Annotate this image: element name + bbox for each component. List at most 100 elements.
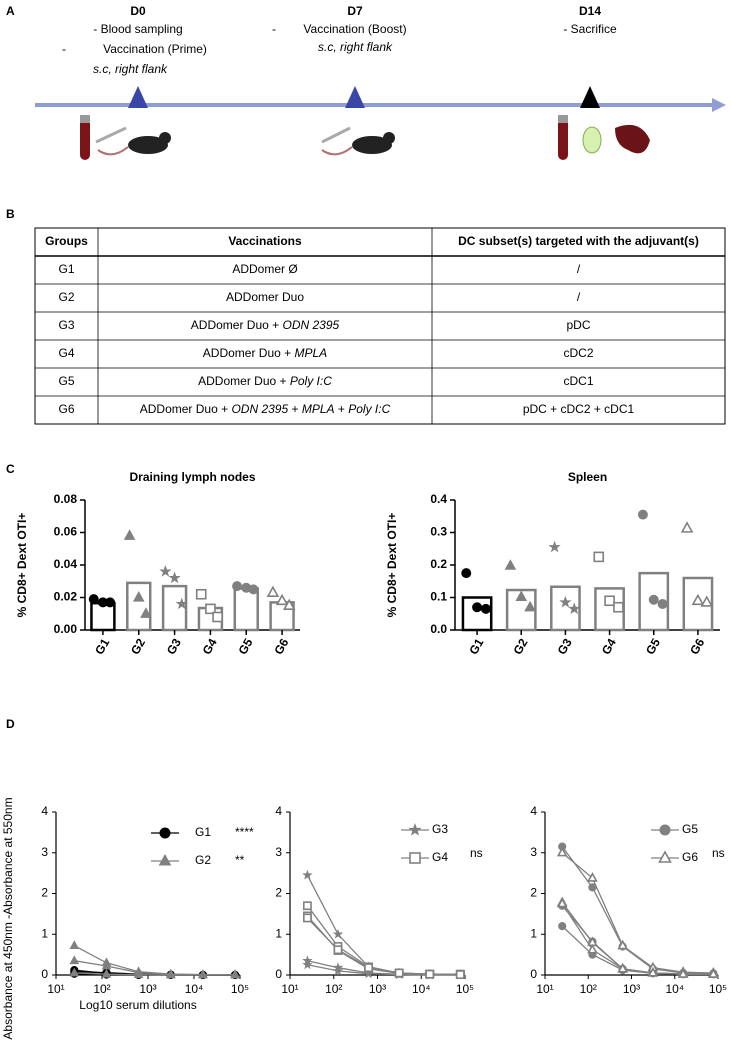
y-axis-title: % CD8+ Dext OTI+ [15,513,29,618]
marker [88,594,99,605]
tube-cap [558,115,568,123]
syringe [321,126,351,144]
legend-marker [408,822,422,836]
y-tick-label: 0.3 [430,525,447,539]
marker [648,594,659,605]
y-tick-label: 1 [275,926,282,940]
marker [168,571,181,584]
mouse-tail [97,146,129,156]
marker [593,551,605,563]
event: Vaccination (Prime) [103,42,207,56]
icons-d0 [80,115,171,160]
cell-part: ADDomer Duo + [198,374,290,388]
table-cell: G2 [58,290,74,304]
marker [617,939,628,950]
marker [587,872,598,882]
legend-marker [158,853,172,866]
y-tick-label: 1 [41,926,48,940]
marker [333,945,343,955]
marker [691,593,705,606]
timepoint-marker [128,86,148,108]
legend-marker [159,827,171,839]
marker [332,928,344,939]
x-tick-label: G6 [687,636,707,657]
series-line [307,964,461,976]
blood-tube [558,118,568,160]
x-tick-label: G2 [510,636,530,657]
marker [364,963,373,973]
x-tick-label: G5 [643,636,663,657]
marker [700,595,714,607]
bar [161,584,188,632]
x-tick-label: G4 [599,636,619,657]
x-tick-label: 10⁴ [412,982,431,996]
marker [69,967,80,977]
route: s.c, right flank [93,62,168,76]
y-tick-label: 3 [41,845,48,859]
marker [568,602,581,615]
table-cell: G3 [58,318,74,332]
table-cell: G6 [58,402,74,416]
table-header: Vaccinations [228,234,302,248]
cell-part: ODN 2395 [283,318,340,332]
marker [556,846,568,857]
marker [524,600,536,612]
x-tick-label: 10² [580,982,597,996]
marker [604,595,615,607]
legend-label: G6 [682,850,698,864]
panel-label: C [6,462,15,476]
mouse-head [159,132,171,144]
marker [266,585,280,598]
legend-significance: ns [470,846,483,860]
marker [140,607,152,618]
legend-label: G2 [195,853,211,867]
day-label: D0 [130,4,146,18]
x-tick-label: 10⁴ [665,982,684,996]
legend-label: G5 [682,822,698,836]
marker [230,969,240,979]
x-tick-label: G3 [164,636,184,657]
x-tick-label: 10⁵ [709,982,727,996]
marker [708,968,719,978]
event: Vaccination (Boost) [303,22,406,36]
cell-part: ADDomer Duo + [203,346,295,360]
y-tick-label: 0.0 [430,622,447,636]
lymph-node [582,126,602,154]
marker [159,564,172,577]
series-line [561,846,714,975]
table-cell: pDC + cDC2 + cDC1 [523,402,635,416]
marker [303,913,312,923]
marker [105,597,116,608]
panel-label: A [6,4,15,18]
marker [461,568,472,579]
mouse [352,136,392,154]
marker [613,601,624,613]
series-line [306,917,461,976]
spleen [615,124,650,154]
series-line [306,874,461,976]
timepoint-marker [580,86,600,108]
marker [165,969,176,979]
marker [302,869,313,880]
y-tick-label: 0.02 [54,590,78,604]
y-axis-title: % CD8+ Dext OTI+ [385,513,399,618]
table-cell: ADDomer Duo [226,290,304,304]
y-tick-label: 0.06 [54,525,78,539]
marker [101,968,112,978]
cell-part: Poly I:C [290,374,332,388]
table-cell: / [577,290,581,304]
x-tick-label: 10² [93,982,110,996]
cell-part: ADDomer Duo + [140,402,232,416]
panel-label: B [6,207,15,221]
table-cell: G4 [58,346,74,360]
marker [212,611,223,623]
legend-marker [658,850,672,863]
marker [515,590,528,601]
y-tick-label: 0.4 [430,492,447,506]
cell-part: + [335,402,349,416]
cell-part: + [288,402,302,416]
marker [282,598,296,611]
x-tick-label: G4 [200,636,220,657]
y-tick-label: 2 [41,886,48,900]
